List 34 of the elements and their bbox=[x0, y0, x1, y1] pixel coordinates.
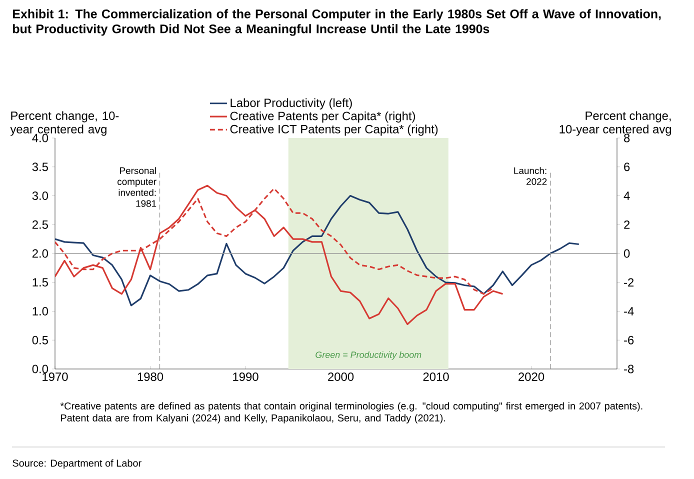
legend-label: Labor Productivity (left) bbox=[230, 98, 352, 110]
y2-tick-label: 2 bbox=[624, 220, 630, 229]
y2-tick-label: -4 bbox=[624, 307, 634, 316]
y-tick-label: 0.0 bbox=[32, 364, 48, 374]
y-tick-label: 1.0 bbox=[32, 307, 48, 316]
legend-label: Creative ICT Patents per Capita* (right) bbox=[230, 124, 438, 136]
x-tick-label: 1970 bbox=[42, 372, 68, 381]
x-tick-label: 1990 bbox=[233, 372, 258, 381]
y2-tick-label: -6 bbox=[624, 336, 634, 344]
y-tick-label: 3.5 bbox=[32, 162, 48, 172]
y-tick-label: 1.5 bbox=[32, 278, 48, 287]
y-tick-label: 2.0 bbox=[32, 249, 48, 258]
y-tick-label: 3.0 bbox=[32, 192, 48, 200]
x-tick-label: 2000 bbox=[328, 372, 354, 381]
x-tick-label: 2020 bbox=[518, 372, 544, 381]
source-note: Source: Department of Labor bbox=[12, 459, 142, 469]
line-series bbox=[55, 194, 580, 306]
y2-tick-label: -8 bbox=[624, 364, 634, 374]
y-tick-label: 0.5 bbox=[32, 336, 48, 344]
ref-line-label: Launch: 2022 bbox=[514, 167, 547, 185]
x-tick-label: 1980 bbox=[138, 372, 164, 381]
text: *Creative patents are defined as patents that contain original terminologies (e.g. "cloud computing" first emerged in 2007 patents). Patent data are from Kalyani (2024) and Kelly, Papanikolaou, Seru, and Taddy (2021). bbox=[60, 402, 642, 424]
y2-tick-label: 8 bbox=[624, 134, 630, 142]
x-tick-label: 2010 bbox=[423, 372, 449, 381]
y-tick-label: 4.0 bbox=[32, 134, 48, 142]
legend-label: Creative Patents per Capita* (right) bbox=[230, 111, 416, 123]
y2-tick-label: -2 bbox=[624, 278, 634, 287]
band-label: Green = Productivity boom bbox=[316, 351, 422, 360]
y-tick-label: 2.5 bbox=[32, 220, 48, 229]
chart-title: Exhibit 1: The Commercialization of the Personal Computer in the Early 1980s Set Off a Wave of Innovation, but Productivity Growth Did Not See a Meaningful Increase Until the Late 1990s bbox=[13, 9, 661, 36]
y2-tick-label: 4 bbox=[624, 192, 630, 200]
y2-tick-label: 0 bbox=[624, 249, 630, 258]
y2-tick-label: 6 bbox=[624, 162, 630, 172]
ref-line-label: Personal computer invented: 1981 bbox=[118, 167, 156, 207]
